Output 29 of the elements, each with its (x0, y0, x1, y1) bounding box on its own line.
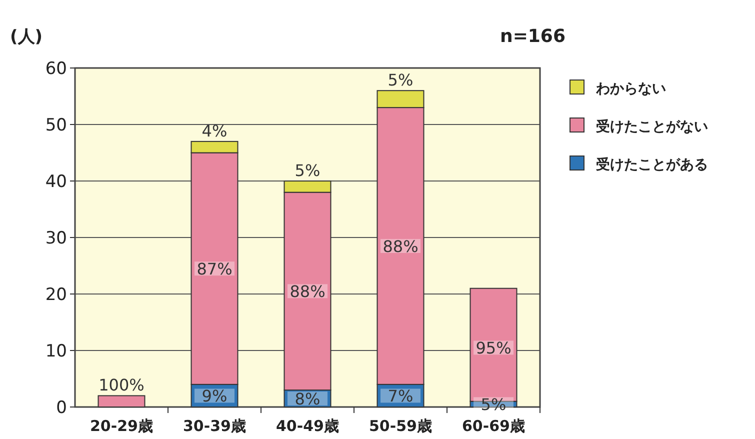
annotation: 7% (388, 386, 414, 406)
annotation: 9% (202, 386, 228, 406)
y-tick-label: 30 (45, 228, 67, 248)
y-axis-title: (人) (10, 27, 43, 47)
annotation: 95% (476, 338, 512, 358)
y-tick-label: 0 (56, 398, 67, 418)
x-tick-label: 60-69歳 (462, 417, 525, 435)
x-tick-label: 30-39歳 (183, 417, 246, 435)
legend-label: わからない (595, 81, 666, 97)
legend-label: 受けたことがある (595, 157, 708, 173)
y-tick-label: 20 (45, 285, 67, 305)
y-tick-label: 40 (45, 172, 67, 192)
bar (98, 395, 146, 408)
annotation: 5% (388, 70, 414, 90)
y-tick-label: 60 (45, 59, 67, 79)
x-tick-label: 20-29歳 (90, 417, 153, 435)
annotation: 5% (294, 161, 320, 180)
annotation: 100% (98, 376, 144, 395)
annotation: 88% (290, 282, 326, 302)
annotation: 88% (382, 236, 418, 256)
annotation: 4% (202, 121, 228, 140)
annotation: 8% (294, 390, 320, 409)
x-tick-label: 50-59歳 (369, 417, 432, 435)
text: n=166 (500, 26, 566, 47)
y-tick-label: 50 (45, 116, 67, 136)
annotation: 87% (196, 260, 232, 279)
x-tick-label: 40-49歳 (276, 417, 339, 435)
y-tick-label: 10 (45, 342, 67, 362)
legend-label: 受けたことがない (595, 119, 708, 135)
